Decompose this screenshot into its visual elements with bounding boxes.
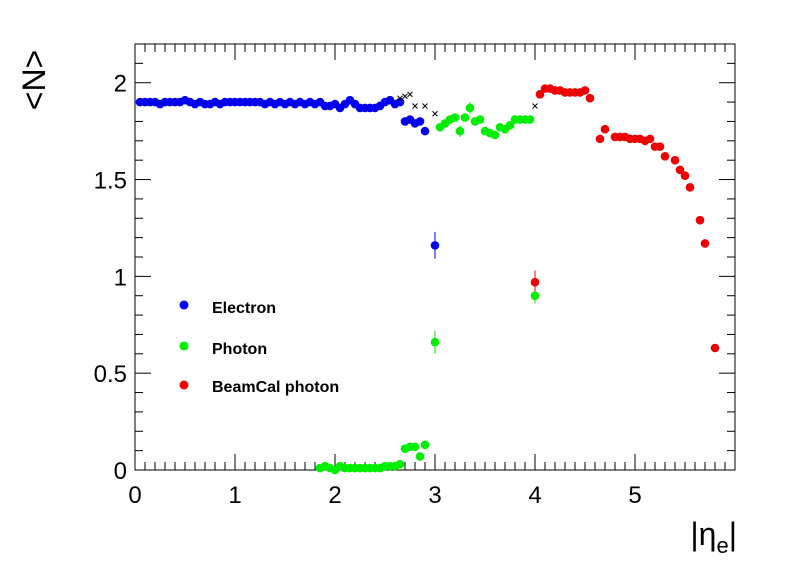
y-axis-title: <N>: [16, 50, 52, 110]
data-point: [420, 440, 430, 450]
data-point: [450, 113, 460, 122]
legend-marker-electron: [179, 300, 189, 310]
data-point: [430, 337, 440, 347]
legend-label-beamcal-photon: BeamCal photon: [212, 379, 339, 396]
cross-marker: [407, 91, 413, 98]
tick-labels: 0 1 2 3 4 5 0 0.5 1 1.5 2: [94, 71, 642, 509]
data-point: [395, 97, 405, 107]
data-point: [695, 215, 705, 225]
x-axis-title-sub: e: [716, 533, 728, 558]
x-axis-title: |ηe|: [690, 516, 737, 558]
data-point: [670, 155, 680, 165]
x-tick-label: 4: [528, 482, 541, 509]
data-point: [455, 126, 465, 136]
cross-marker: [532, 103, 538, 109]
y-tick-label: 2: [114, 71, 127, 98]
cross-marker: [397, 95, 403, 102]
data-point: [685, 182, 695, 192]
data-point: [410, 442, 420, 452]
legend-label-photon: Photon: [212, 341, 267, 358]
data-point: [700, 239, 710, 248]
data-point: [465, 103, 475, 113]
data-point: [415, 452, 425, 461]
x-axis-title-end: |: [729, 516, 737, 552]
legend-marker-beamcal-photon: [179, 380, 189, 390]
y-tick-label: 1: [114, 264, 127, 291]
axis-ticks: [134, 43, 736, 471]
data-point: [460, 113, 470, 122]
data-point: [525, 115, 535, 124]
x-tick-label: 0: [128, 482, 141, 509]
data-point: [415, 117, 425, 126]
cross-marker: [412, 103, 418, 109]
data-point: [675, 165, 685, 175]
data-point: [530, 291, 540, 301]
x-axis-title-main: |η: [690, 516, 716, 552]
x-tick-label: 5: [628, 482, 641, 509]
data-point: [585, 93, 595, 103]
legend: Electron Photon BeamCal photon: [179, 300, 339, 396]
data-point: [490, 130, 500, 140]
cross-marker: [432, 110, 438, 117]
data-point: [645, 134, 655, 144]
data-point: [535, 90, 545, 99]
data-point: [600, 124, 610, 134]
y-tick-label: 1.5: [94, 168, 127, 195]
data-point: [680, 171, 690, 180]
y-tick-label: 0.5: [94, 361, 127, 388]
data-point: [505, 121, 515, 130]
cross-marker: [422, 103, 428, 109]
data-point: [395, 459, 405, 469]
data-point: [595, 134, 605, 144]
legend-marker-photon: [179, 341, 189, 351]
x-tick-label: 3: [428, 482, 441, 509]
x-tick-label: 2: [328, 482, 341, 509]
x-tick-label: 1: [228, 482, 241, 509]
data-point: [475, 115, 485, 124]
data-point: [655, 142, 665, 151]
data-point: [660, 152, 670, 161]
data-point: [580, 86, 590, 95]
data-point: [430, 241, 440, 250]
y-tick-label: 0: [114, 458, 127, 485]
data-point: [530, 277, 540, 287]
cross-marker: [402, 93, 408, 100]
data-point: [420, 126, 430, 136]
error-bars: [404, 94, 591, 461]
legend-label-electron: Electron: [212, 300, 276, 317]
data-points: [135, 84, 720, 475]
data-point: [710, 343, 720, 353]
